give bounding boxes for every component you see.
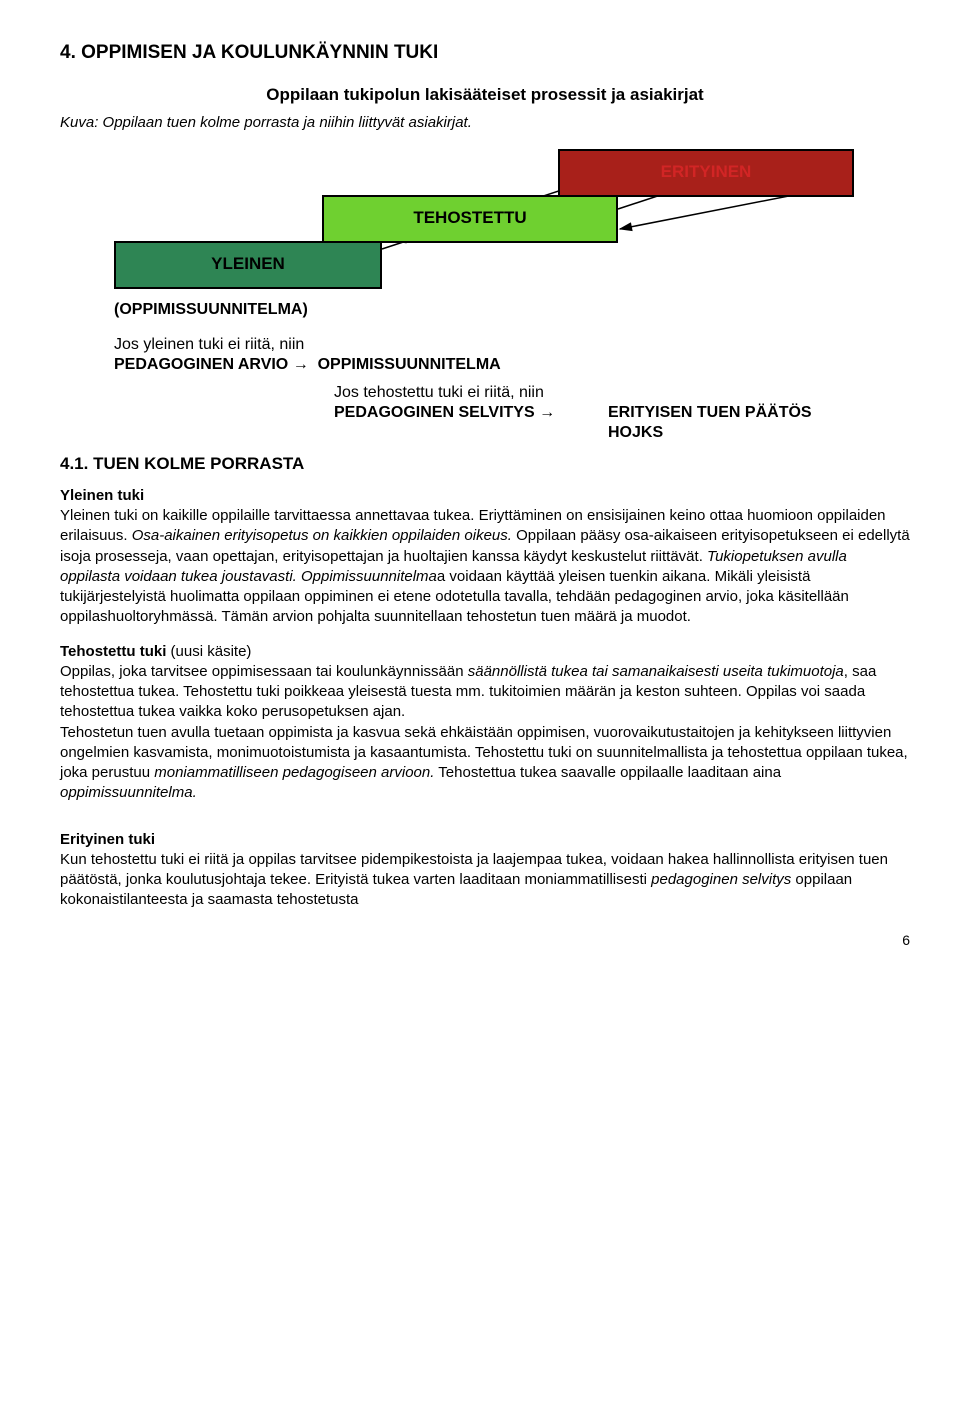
- oppsuunn-text: OPPIMISSUUNNITELMA: [318, 356, 501, 373]
- tehostettu-title: Tehostettu tuki: [60, 643, 166, 660]
- figure-caption: Kuva: Oppilaan tuen kolme porrasta ja ni…: [60, 113, 910, 133]
- oppsuunn-label: (OPPIMISSUUNNITELMA): [114, 299, 308, 321]
- erityinen-italic-b: pedagoginen selvitys: [651, 871, 791, 888]
- erityinen-tuki-block: Erityinen tuki Kun tehostettu tuki ei ri…: [60, 830, 910, 911]
- hojks: HOJKS: [608, 422, 663, 444]
- tehostettu-italic-2d: oppimissuunnitelma.: [60, 784, 197, 801]
- yleinen-italic-e: Oppimissuunnitelma: [297, 568, 437, 585]
- ped-arvio: PEDAGOGINEN ARVIO: [114, 356, 288, 373]
- arrow-icon: →: [293, 356, 309, 373]
- tehostettu-text-2c: Tehostettua tukea saavalle oppilaalle la…: [434, 764, 781, 781]
- tehostettu-suffix: (uusi käsite): [166, 643, 251, 660]
- tehostettu-text-a: Oppilas, joka tarvitsee oppimisessaan ta…: [60, 663, 468, 680]
- tehostettu-riitta-text: Jos tehostettu tuki ei riitä, niin: [334, 382, 544, 404]
- ped-selvitys-line: PEDAGOGINEN SELVITYS →: [334, 402, 555, 424]
- yleinen-riitta-text: Jos yleinen tuki ei riitä, niin: [114, 334, 304, 356]
- yleinen-title: Yleinen tuki: [60, 487, 144, 504]
- yleinen-italic-b: Osa-aikainen erityisopetus on kaikkien o…: [132, 527, 512, 544]
- tehostettu-italic-b: säännöllistä tukea tai samanaikaisesti u…: [468, 663, 844, 680]
- erityinen-title: Erityinen tuki: [60, 831, 155, 848]
- subsection-heading: 4.1. TUEN KOLME PORRASTA: [60, 453, 910, 476]
- ped-arvio-line: PEDAGOGINEN ARVIO → OPPIMISSUUNNITELMA: [114, 354, 501, 376]
- page-number: 6: [60, 931, 910, 950]
- steps-diagram: ERITYINEN TEHOSTETTU YLEINEN (OPPIMISSUU…: [60, 139, 910, 439]
- yleinen-tuki-block: Yleinen tuki Yleinen tuki on kaikille op…: [60, 486, 910, 628]
- step-yleinen-box: YLEINEN: [114, 241, 382, 289]
- diagram-title: Oppilaan tukipolun lakisääteiset prosess…: [60, 84, 910, 107]
- arrow-icon: →: [539, 404, 555, 421]
- tehostettu-tuki-block: Tehostettu tuki (uusi käsite) Oppilas, j…: [60, 642, 910, 804]
- tehostettu-italic-2b: moniammatilliseen pedagogiseen arvioon.: [154, 764, 434, 781]
- ped-selvitys: PEDAGOGINEN SELVITYS: [334, 404, 535, 421]
- step-tehostettu-box: TEHOSTETTU: [322, 195, 618, 243]
- step-erityinen-box: ERITYINEN: [558, 149, 854, 197]
- erityisen-paatos: ERITYISEN TUEN PÄÄTÖS: [608, 402, 812, 424]
- section-heading: 4. OPPIMISEN JA KOULUNKÄYNNIN TUKI: [60, 40, 910, 66]
